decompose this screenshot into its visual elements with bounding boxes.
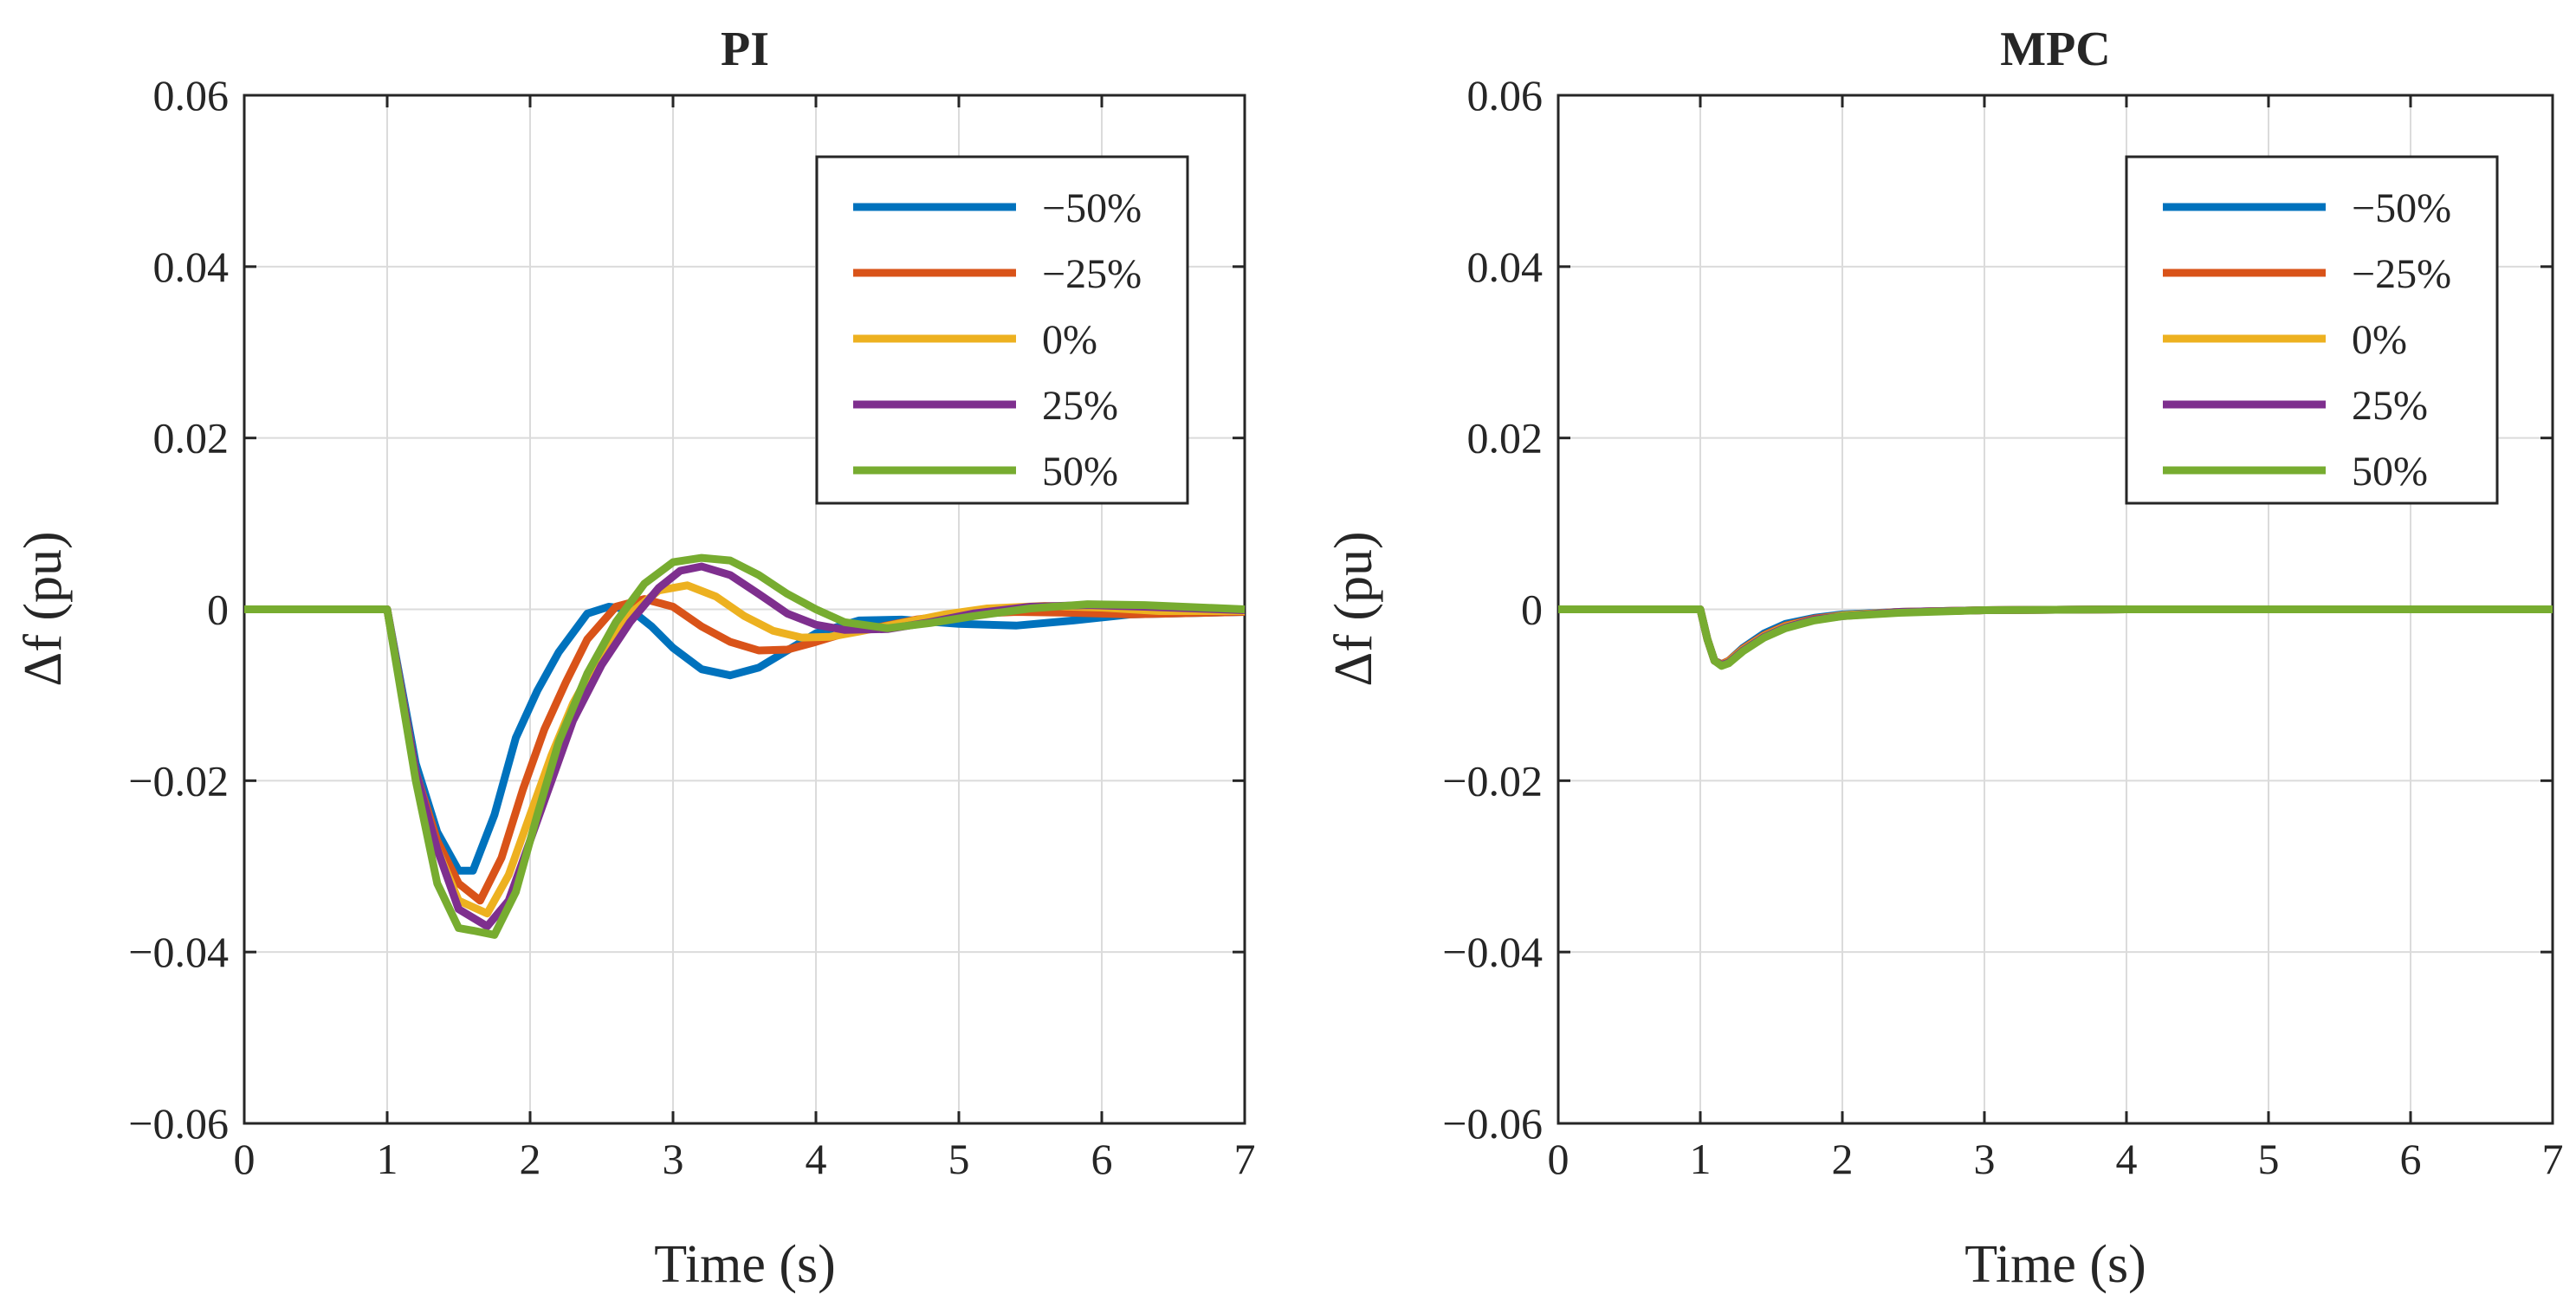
y-tick-label: −0.04 — [1442, 928, 1543, 976]
legend-label: −50% — [1042, 185, 1142, 231]
legend-box — [2125, 155, 2499, 505]
y-axis-label: Δf (pu) — [14, 531, 73, 686]
legend-label: −25% — [1042, 251, 1142, 297]
legend-label: −25% — [2352, 251, 2451, 297]
legend: −50% −25% 0% 25% 50% — [815, 155, 1189, 505]
y-tick-label: 0.02 — [1467, 414, 1544, 463]
legend-box — [815, 155, 1189, 505]
y-tick-label: −0.02 — [128, 756, 229, 805]
y-tick-label: 0.04 — [153, 243, 230, 291]
x-tick-label: 4 — [806, 1135, 827, 1183]
chart-title: MPC — [2000, 23, 2111, 76]
series-lines — [244, 553, 1246, 939]
x-tick-label: 7 — [1234, 1135, 1256, 1183]
legend-label: 25% — [2352, 383, 2428, 429]
legend-label: 50% — [1042, 449, 1118, 495]
x-tick-label: 2 — [520, 1135, 541, 1183]
chart-mpc: MPC 0 1 2 3 4 5 6 7 0.06 0.04 0.02 0 −0.02 −0.04 −0.0… — [1324, 23, 2564, 1294]
y-tick-label: 0.06 — [1467, 71, 1544, 120]
x-tick-label: 5 — [2258, 1135, 2280, 1183]
x-tick-label: 1 — [377, 1135, 398, 1183]
x-tick-label: 0 — [1548, 1135, 1570, 1183]
series-lines — [1558, 605, 2553, 670]
y-tick-label: 0.06 — [153, 71, 230, 120]
chart-pi: PI 0 1 2 3 4 5 6 7 0.06 0.04 0.02 0 −0.02 −0.04 −0.06… — [14, 23, 1256, 1294]
x-axis: 0 1 2 3 4 5 6 7 — [234, 95, 1256, 1183]
y-tick-label: −0.04 — [128, 928, 229, 976]
x-tick-label: 3 — [663, 1135, 684, 1183]
series-line-50 — [244, 553, 1246, 939]
y-tick-label: −0.02 — [1442, 756, 1543, 805]
legend: −50% −25% 0% 25% 50% — [2125, 155, 2499, 505]
x-tick-label: 0 — [234, 1135, 256, 1183]
x-tick-label: 6 — [2400, 1135, 2422, 1183]
legend-label: 25% — [1042, 383, 1118, 429]
y-tick-label: 0.04 — [1467, 243, 1544, 291]
x-tick-label: 3 — [1974, 1135, 1996, 1183]
x-axis: 0 1 2 3 4 5 6 7 — [1548, 95, 2564, 1183]
y-tick-label: 0.02 — [153, 414, 230, 463]
chart-title: PI — [721, 23, 769, 76]
x-axis-label: Time (s) — [1964, 1235, 2146, 1294]
series-line-50 — [1558, 605, 2553, 670]
legend-label: 0% — [1042, 317, 1097, 363]
x-tick-label: 4 — [2116, 1135, 2138, 1183]
y-axis: 0.06 0.04 0.02 0 −0.02 −0.04 −0.06 — [128, 71, 1245, 1148]
x-axis-label: Time (s) — [654, 1235, 836, 1294]
x-tick-label: 6 — [1091, 1135, 1113, 1183]
legend-label: 50% — [2352, 449, 2428, 495]
x-tick-label: 5 — [948, 1135, 970, 1183]
x-tick-label: 7 — [2542, 1135, 2564, 1183]
y-tick-label: −0.06 — [1442, 1099, 1543, 1148]
y-tick-label: −0.06 — [128, 1099, 229, 1148]
y-tick-label: 0 — [1521, 586, 1543, 634]
y-axis-label: Δf (pu) — [1324, 531, 1383, 686]
legend-label: 0% — [2352, 317, 2407, 363]
x-tick-label: 1 — [1690, 1135, 1712, 1183]
y-tick-label: 0 — [207, 586, 229, 634]
legend-label: −50% — [2352, 185, 2451, 231]
x-tick-label: 2 — [1832, 1135, 1854, 1183]
